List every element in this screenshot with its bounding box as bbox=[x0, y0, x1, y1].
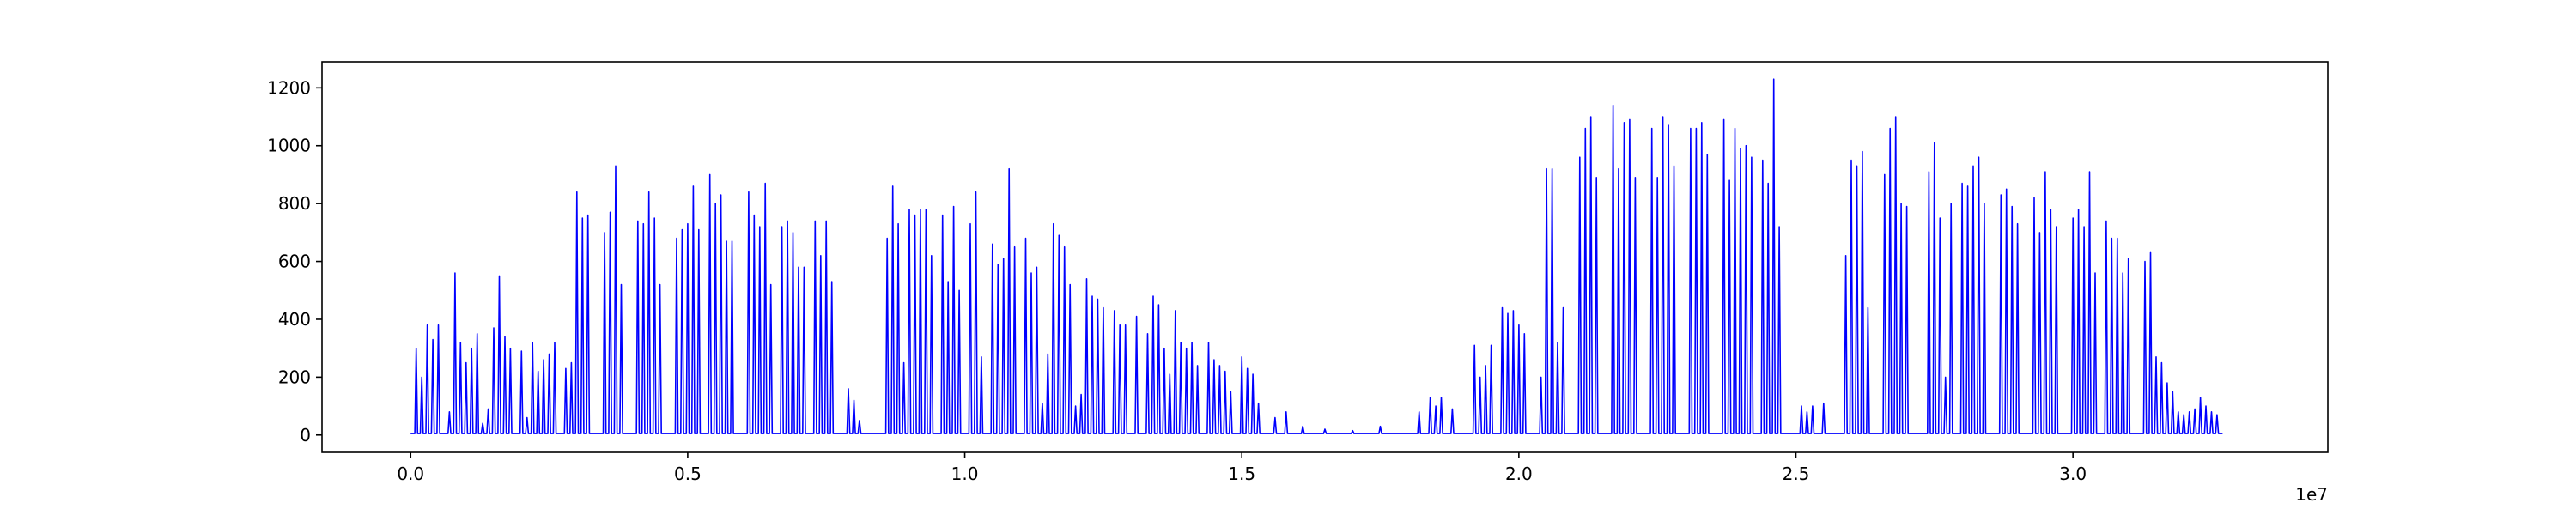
x-tick-label: 0.0 bbox=[397, 464, 424, 484]
x-tick-label: 2.5 bbox=[1783, 464, 1810, 484]
y-tick-label: 1200 bbox=[267, 77, 311, 98]
y-axis: 0 200 400 600 800 1000 1200 bbox=[267, 77, 322, 445]
series-line bbox=[410, 78, 2223, 434]
series-line-layer bbox=[410, 78, 2223, 434]
x-tick-label: 2.0 bbox=[1505, 464, 1533, 484]
x-tick-label: 3.0 bbox=[2059, 464, 2087, 484]
y-tick-label: 0 bbox=[300, 425, 311, 445]
y-tick-label: 1000 bbox=[267, 136, 311, 156]
x-tick-label: 1.5 bbox=[1228, 464, 1255, 484]
x-axis: 0.0 0.5 1.0 1.5 2.0 2.5 3.0 bbox=[397, 452, 2087, 484]
x-tick-label: 1.0 bbox=[951, 464, 979, 484]
y-tick-label: 600 bbox=[278, 251, 311, 272]
x-axis-offset-label: 1e7 bbox=[2295, 484, 2328, 505]
plot-frame bbox=[321, 61, 2329, 453]
y-tick-label: 400 bbox=[278, 309, 311, 330]
y-tick-label: 200 bbox=[278, 367, 311, 387]
x-tick-label: 0.5 bbox=[674, 464, 702, 484]
y-tick-label: 800 bbox=[278, 193, 311, 214]
